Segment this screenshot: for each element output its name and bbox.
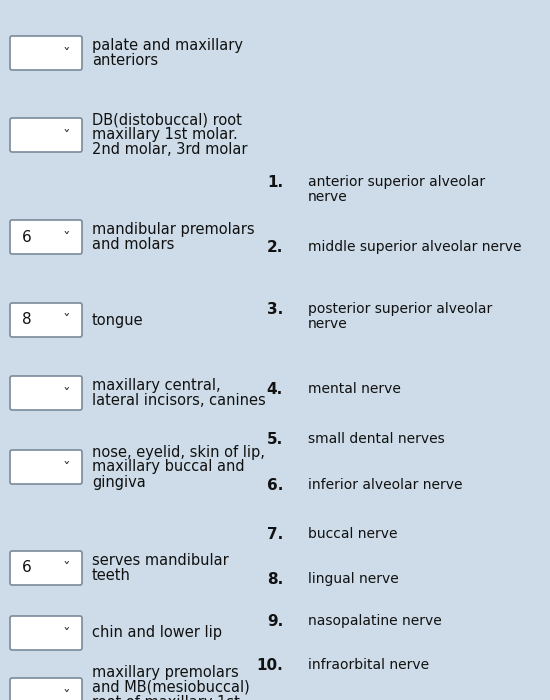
FancyBboxPatch shape [10,551,82,585]
Text: DB(distobuccal) root: DB(distobuccal) root [92,113,242,127]
Text: gingiva: gingiva [92,475,146,489]
Text: maxillary central,: maxillary central, [92,378,221,393]
Text: inferior alveolar nerve: inferior alveolar nerve [308,478,463,492]
FancyBboxPatch shape [10,450,82,484]
Text: mental nerve: mental nerve [308,382,401,396]
Text: 10.: 10. [256,658,283,673]
Text: nose, eyelid, skin of lip,: nose, eyelid, skin of lip, [92,444,265,459]
Text: small dental nerves: small dental nerves [308,432,445,446]
Text: 6: 6 [22,561,32,575]
FancyBboxPatch shape [10,36,82,70]
Text: nasopalatine nerve: nasopalatine nerve [308,614,442,628]
Text: lateral incisors, canines: lateral incisors, canines [92,393,266,408]
Text: 8: 8 [22,312,32,328]
Text: ˇ: ˇ [62,232,70,246]
Text: tongue: tongue [92,312,144,328]
Text: 1.: 1. [267,175,283,190]
Text: teeth: teeth [92,568,131,583]
Text: ˇ: ˇ [62,314,70,330]
Text: anteriors: anteriors [92,53,158,68]
Text: infraorbital nerve: infraorbital nerve [308,658,429,672]
Text: ˇ: ˇ [62,563,70,578]
Text: 7.: 7. [267,527,283,542]
Text: 6: 6 [22,230,32,244]
Text: posterior superior alveolar: posterior superior alveolar [308,302,492,316]
FancyBboxPatch shape [10,376,82,410]
Text: and MB(mesiobuccal): and MB(mesiobuccal) [92,680,250,695]
Text: ˇ: ˇ [62,388,70,402]
Text: 6.: 6. [267,478,283,493]
Text: 2.: 2. [267,240,283,255]
Text: ˇ: ˇ [62,461,70,477]
Text: mandibular premolars: mandibular premolars [92,222,255,237]
Text: maxillary premolars: maxillary premolars [92,665,239,680]
Text: serves mandibular: serves mandibular [92,553,229,568]
Text: middle superior alveolar nerve: middle superior alveolar nerve [308,240,521,254]
Text: 4.: 4. [267,382,283,397]
Text: buccal nerve: buccal nerve [308,527,398,541]
Text: lingual nerve: lingual nerve [308,572,399,586]
Text: ˇ: ˇ [62,690,70,700]
FancyBboxPatch shape [10,678,82,700]
Text: maxillary 1st molar.: maxillary 1st molar. [92,127,238,143]
Text: 9.: 9. [267,614,283,629]
Text: nerve: nerve [308,317,348,331]
Text: 8.: 8. [267,572,283,587]
Text: maxillary buccal and: maxillary buccal and [92,459,245,475]
Text: 2nd molar, 3rd molar: 2nd molar, 3rd molar [92,143,248,158]
Text: ˇ: ˇ [62,48,70,62]
Text: nerve: nerve [308,190,348,204]
Text: root of maxillary 1st: root of maxillary 1st [92,695,240,700]
Text: chin and lower lip: chin and lower lip [92,626,222,641]
FancyBboxPatch shape [10,303,82,337]
Text: and molars: and molars [92,237,174,252]
Text: 3.: 3. [267,302,283,317]
Text: ˇ: ˇ [62,627,70,643]
Text: ˇ: ˇ [62,130,70,144]
Text: anterior superior alveolar: anterior superior alveolar [308,175,485,189]
FancyBboxPatch shape [10,220,82,254]
Text: palate and maxillary: palate and maxillary [92,38,243,53]
FancyBboxPatch shape [10,118,82,152]
Text: 5.: 5. [267,432,283,447]
FancyBboxPatch shape [10,616,82,650]
